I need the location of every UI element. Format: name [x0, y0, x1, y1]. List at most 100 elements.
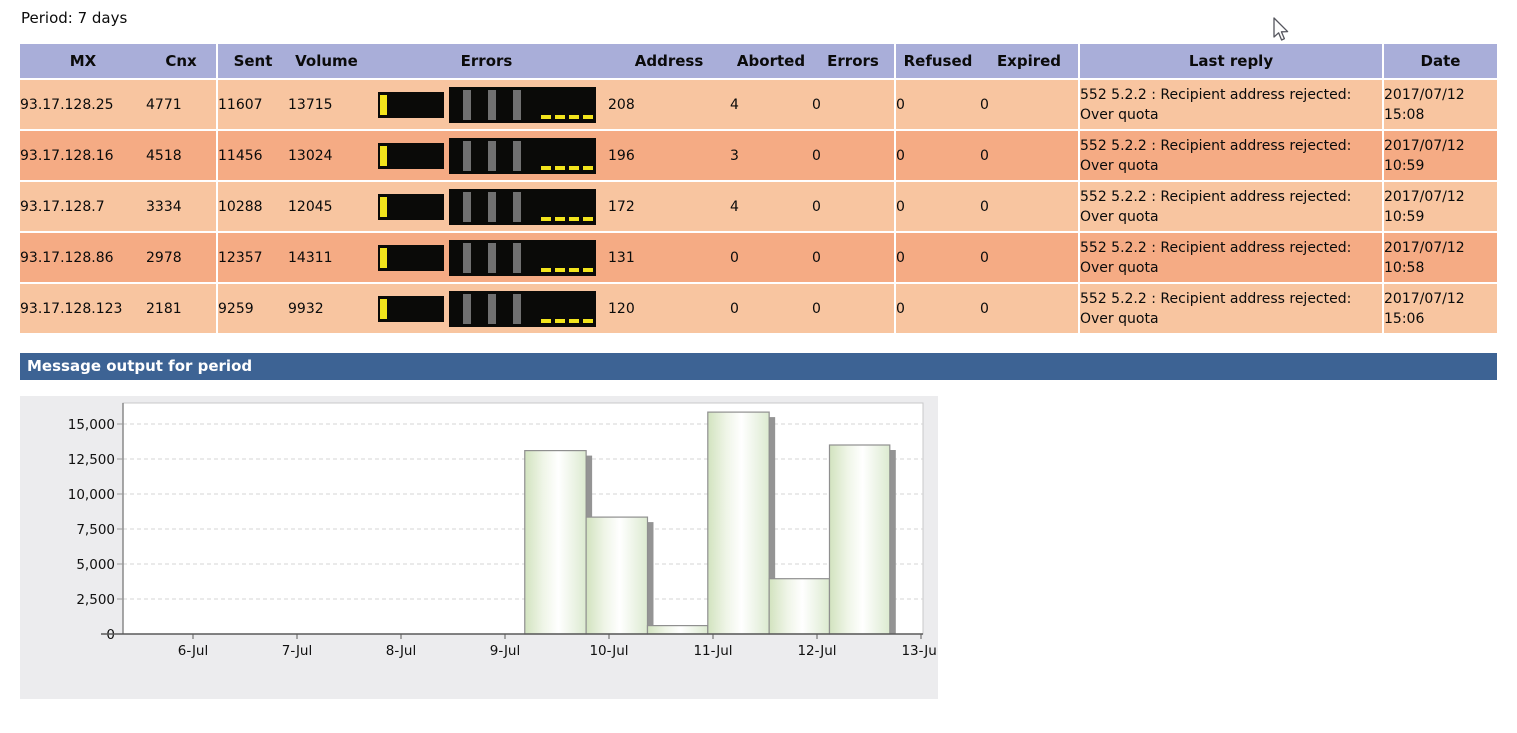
cell-errors: 0	[812, 180, 894, 231]
cell-volume: 13715	[288, 78, 365, 129]
svg-text:11-Jul: 11-Jul	[693, 643, 732, 659]
chart-bar	[707, 411, 770, 635]
section-title-bar: Message output for period	[20, 353, 1497, 380]
svg-text:15,000: 15,000	[68, 417, 115, 433]
svg-text:8-Jul: 8-Jul	[386, 643, 417, 659]
cell-last_reply: 552 5.2.2 : Recipient address rejected: …	[1078, 129, 1382, 180]
cell-cnx: 4771	[146, 78, 216, 129]
cell-date: 2017/07/12 10:59	[1382, 180, 1497, 231]
cell-refused: 0	[894, 282, 980, 333]
cell-sent: 9259	[216, 282, 288, 333]
message-output-chart: 0 2,500 5,000 7,500 10,000 12,500 15,000 6-Jul 7…	[20, 396, 941, 699]
cell-errors_graph	[365, 129, 608, 180]
cell-errors_graph	[365, 282, 608, 333]
column-header-volume: Volume	[288, 44, 365, 78]
cell-address: 208	[608, 78, 730, 129]
cell-errors: 0	[812, 129, 894, 180]
cell-mx: 93.17.128.16	[20, 129, 146, 180]
table-row: 93.17.128.7 3334 10288 12045 172 4 0 0 0 552 5.2.…	[20, 180, 1497, 231]
column-header-errors: Errors	[812, 44, 894, 78]
error-history-icon	[449, 86, 596, 123]
cell-errors_graph	[365, 78, 608, 129]
table-row: 93.17.128.16 4518 11456 13024 196 3 0 0 0 552 5.2…	[20, 129, 1497, 180]
column-header-last_reply: Last reply	[1078, 44, 1382, 78]
cell-last_reply: 552 5.2.2 : Recipient address rejected: …	[1078, 282, 1382, 333]
table-row: 93.17.128.123 2181 9259 9932 120 0 0 0 0 552 5.2.…	[20, 282, 1497, 333]
cell-refused: 0	[894, 78, 980, 129]
column-header-sent: Sent	[216, 44, 288, 78]
cell-mx: 93.17.128.123	[20, 282, 146, 333]
column-header-mx: MX	[20, 44, 146, 78]
cell-last_reply: 552 5.2.2 : Recipient address rejected: …	[1078, 78, 1382, 129]
cell-mx: 93.17.128.7	[20, 180, 146, 231]
column-header-cnx: Cnx	[146, 44, 216, 78]
page: Period: 7 days MX Cnx Sent Volume Errors Addr…	[0, 9, 1517, 699]
cell-aborted: 3	[730, 129, 812, 180]
cell-expired: 0	[980, 78, 1078, 129]
svg-text:6-Jul: 6-Jul	[178, 643, 209, 659]
cell-errors: 0	[812, 231, 894, 282]
cell-cnx: 2181	[146, 282, 216, 333]
cell-mx: 93.17.128.86	[20, 231, 146, 282]
cell-expired: 0	[980, 180, 1078, 231]
mouse-cursor	[1273, 17, 1289, 41]
cell-sent: 12357	[216, 231, 288, 282]
svg-text:7,500: 7,500	[76, 522, 115, 538]
cell-address: 131	[608, 231, 730, 282]
svg-text:10,000: 10,000	[68, 487, 115, 503]
cell-address: 196	[608, 129, 730, 180]
cell-date: 2017/07/12 15:06	[1382, 282, 1497, 333]
chart-bar	[828, 444, 891, 635]
cell-refused: 0	[894, 180, 980, 231]
cell-date: 2017/07/12 10:59	[1382, 129, 1497, 180]
errors-sparkline	[365, 137, 608, 174]
cell-aborted: 0	[730, 282, 812, 333]
error-history-icon	[449, 188, 596, 225]
chart-canvas: 0 2,500 5,000 7,500 10,000 12,500 15,000 6-Jul 7…	[20, 396, 941, 699]
cell-errors: 0	[812, 282, 894, 333]
svg-text:13-Jul: 13-Jul	[901, 643, 938, 659]
svg-text:2,500: 2,500	[76, 592, 115, 608]
cell-sent: 10288	[216, 180, 288, 231]
errors-sparkline	[365, 239, 608, 276]
cell-errors: 0	[812, 78, 894, 129]
cell-sent: 11607	[216, 78, 288, 129]
cell-aborted: 4	[730, 180, 812, 231]
chart-bar	[585, 516, 649, 635]
cell-last_reply: 552 5.2.2 : Recipient address rejected: …	[1078, 231, 1382, 282]
cell-last_reply: 552 5.2.2 : Recipient address rejected: …	[1078, 180, 1382, 231]
cell-date: 2017/07/12 15:08	[1382, 78, 1497, 129]
cell-address: 172	[608, 180, 730, 231]
table-header-row: MX Cnx Sent Volume Errors Address Aborted Error…	[20, 44, 1497, 78]
error-history-icon	[449, 137, 596, 174]
cell-aborted: 0	[730, 231, 812, 282]
column-header-refused: Refused	[894, 44, 980, 78]
error-gauge-icon	[378, 244, 444, 271]
svg-text:0: 0	[106, 627, 115, 643]
cell-expired: 0	[980, 231, 1078, 282]
errors-sparkline	[365, 290, 608, 327]
error-history-icon	[449, 290, 596, 327]
table-row: 93.17.128.86 2978 12357 14311 131 0 0 0 0 552 5.2…	[20, 231, 1497, 282]
cell-aborted: 4	[730, 78, 812, 129]
mx-table: MX Cnx Sent Volume Errors Address Aborted Error…	[20, 44, 1497, 333]
cell-refused: 0	[894, 129, 980, 180]
cell-volume: 13024	[288, 129, 365, 180]
cell-refused: 0	[894, 231, 980, 282]
column-header-errors_graph: Errors	[365, 44, 608, 78]
svg-text:12-Jul: 12-Jul	[797, 643, 836, 659]
svg-text:7-Jul: 7-Jul	[282, 643, 313, 659]
cell-date: 2017/07/12 10:58	[1382, 231, 1497, 282]
cell-volume: 12045	[288, 180, 365, 231]
svg-text:9-Jul: 9-Jul	[490, 643, 521, 659]
chart-bar	[768, 578, 831, 635]
period-label: Period: 7 days	[21, 9, 128, 27]
column-header-aborted: Aborted	[730, 44, 812, 78]
column-header-address: Address	[608, 44, 730, 78]
cell-mx: 93.17.128.25	[20, 78, 146, 129]
errors-sparkline	[365, 188, 608, 225]
cell-address: 120	[608, 282, 730, 333]
cell-errors_graph	[365, 231, 608, 282]
cell-cnx: 2978	[146, 231, 216, 282]
error-history-icon	[449, 239, 596, 276]
